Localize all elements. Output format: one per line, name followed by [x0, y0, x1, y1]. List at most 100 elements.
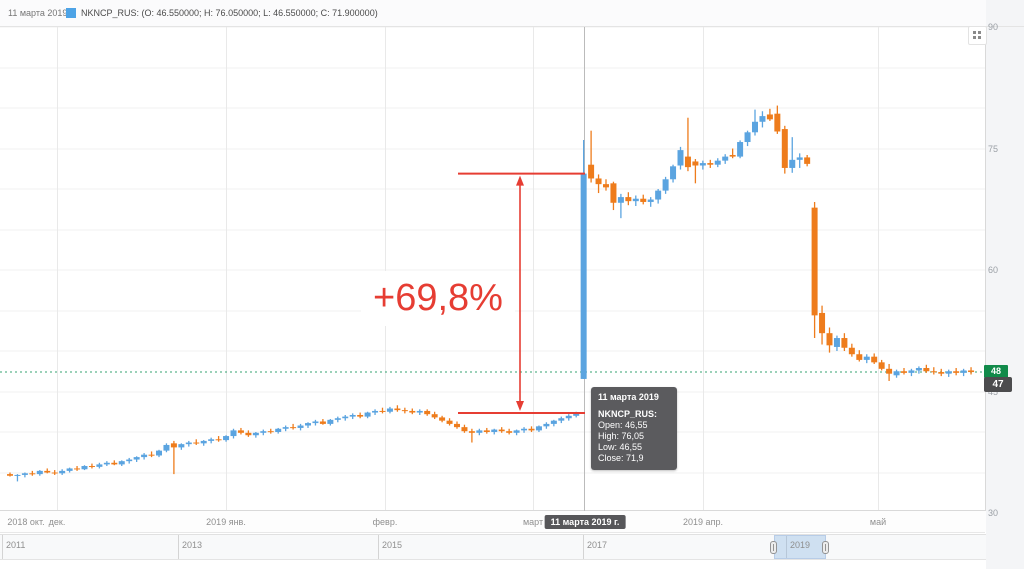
fullscreen-icon[interactable]: [968, 26, 987, 45]
candle-body[interactable]: [416, 410, 423, 413]
candle-body[interactable]: [163, 444, 170, 451]
candle-body[interactable]: [74, 468, 81, 470]
candle-body[interactable]: [521, 428, 528, 431]
candle-body[interactable]: [886, 368, 893, 374]
candle-body[interactable]: [215, 439, 222, 441]
candle-body[interactable]: [923, 368, 930, 372]
candle-body[interactable]: [282, 427, 289, 429]
candle-body[interactable]: [893, 371, 900, 376]
candle-body[interactable]: [297, 425, 304, 428]
candle-body[interactable]: [96, 464, 103, 467]
candle-body[interactable]: [305, 423, 311, 426]
candle-body[interactable]: [625, 197, 632, 202]
candle-body[interactable]: [185, 442, 192, 445]
candle-body[interactable]: [833, 338, 840, 347]
candle-body[interactable]: [141, 454, 148, 458]
candle-body[interactable]: [550, 420, 557, 424]
candle-body[interactable]: [744, 132, 751, 143]
candle-body[interactable]: [237, 430, 244, 433]
candle-body[interactable]: [960, 370, 967, 373]
candle-body[interactable]: [476, 430, 483, 433]
candle-body[interactable]: [170, 443, 177, 448]
candle-body[interactable]: [632, 198, 639, 202]
candle-body[interactable]: [208, 439, 215, 441]
candle-body[interactable]: [915, 368, 922, 371]
candle-body[interactable]: [543, 423, 550, 427]
candle-body[interactable]: [953, 371, 960, 373]
navigator-handle[interactable]: [822, 541, 829, 554]
candle-body[interactable]: [178, 444, 185, 448]
candle-body[interactable]: [319, 421, 326, 424]
candle-body[interactable]: [573, 412, 580, 416]
candle-body[interactable]: [580, 173, 587, 379]
candle-body[interactable]: [528, 428, 535, 431]
candle-body[interactable]: [260, 431, 267, 433]
candle-body[interactable]: [327, 419, 334, 424]
candle-body[interactable]: [483, 430, 490, 432]
candle-body[interactable]: [59, 470, 66, 474]
candle-body[interactable]: [856, 354, 863, 360]
candle-body[interactable]: [938, 372, 945, 374]
candle-body[interactable]: [826, 333, 833, 346]
candle-body[interactable]: [200, 440, 207, 444]
candle-body[interactable]: [558, 418, 565, 421]
candle-body[interactable]: [103, 462, 110, 465]
candle-body[interactable]: [357, 414, 364, 417]
candle-body[interactable]: [722, 156, 729, 161]
candle-body[interactable]: [81, 466, 88, 470]
candle-body[interactable]: [29, 473, 36, 475]
candle-body[interactable]: [290, 427, 297, 429]
candle-body[interactable]: [394, 408, 401, 411]
candle-body[interactable]: [267, 431, 274, 433]
candle-body[interactable]: [401, 410, 408, 412]
candle-body[interactable]: [766, 114, 773, 120]
candle-body[interactable]: [871, 356, 878, 363]
candle-body[interactable]: [491, 429, 498, 432]
candle-body[interactable]: [88, 466, 95, 468]
candle-body[interactable]: [848, 347, 855, 355]
candle-body[interactable]: [819, 312, 826, 334]
navigator-handle[interactable]: [770, 541, 777, 554]
candle-body[interactable]: [133, 457, 140, 460]
candle-body[interactable]: [7, 474, 13, 476]
candle-body[interactable]: [431, 414, 438, 418]
candle-body[interactable]: [312, 421, 319, 424]
candle-body[interactable]: [193, 442, 200, 444]
navigator-selected-range[interactable]: [774, 535, 826, 559]
candle-body[interactable]: [595, 178, 602, 185]
candle-body[interactable]: [439, 417, 446, 421]
candle-body[interactable]: [498, 429, 505, 432]
candle-body[interactable]: [662, 179, 669, 191]
candle-body[interactable]: [468, 431, 475, 433]
candle-body[interactable]: [684, 156, 691, 168]
candle-body[interactable]: [372, 410, 379, 413]
candle-body[interactable]: [349, 414, 356, 417]
candle-body[interactable]: [513, 430, 520, 433]
candle-body[interactable]: [677, 150, 684, 166]
candle-body[interactable]: [655, 190, 662, 200]
candle-body[interactable]: [36, 470, 43, 475]
navigator-strip[interactable]: [0, 534, 986, 560]
candle-body[interactable]: [968, 370, 975, 373]
candle-body[interactable]: [841, 338, 848, 348]
candle-body[interactable]: [245, 432, 252, 436]
candle-body[interactable]: [44, 470, 51, 473]
candle-body[interactable]: [446, 420, 453, 424]
candle-body[interactable]: [692, 161, 699, 166]
candle-body[interactable]: [21, 473, 28, 475]
candle-body[interactable]: [752, 121, 758, 133]
candle-body[interactable]: [14, 474, 21, 476]
candle-body[interactable]: [126, 459, 133, 462]
candle-body[interactable]: [617, 197, 624, 203]
candle-body[interactable]: [908, 370, 915, 373]
candle-body[interactable]: [379, 410, 386, 412]
candle-body[interactable]: [424, 410, 431, 415]
candle-body[interactable]: [774, 113, 781, 132]
candle-body[interactable]: [111, 462, 118, 465]
candle-body[interactable]: [275, 428, 282, 432]
candle-body[interactable]: [461, 427, 468, 432]
candle-body[interactable]: [930, 371, 937, 373]
candle-body[interactable]: [588, 164, 595, 179]
candle-body[interactable]: [334, 418, 341, 420]
candle-body[interactable]: [699, 163, 706, 166]
